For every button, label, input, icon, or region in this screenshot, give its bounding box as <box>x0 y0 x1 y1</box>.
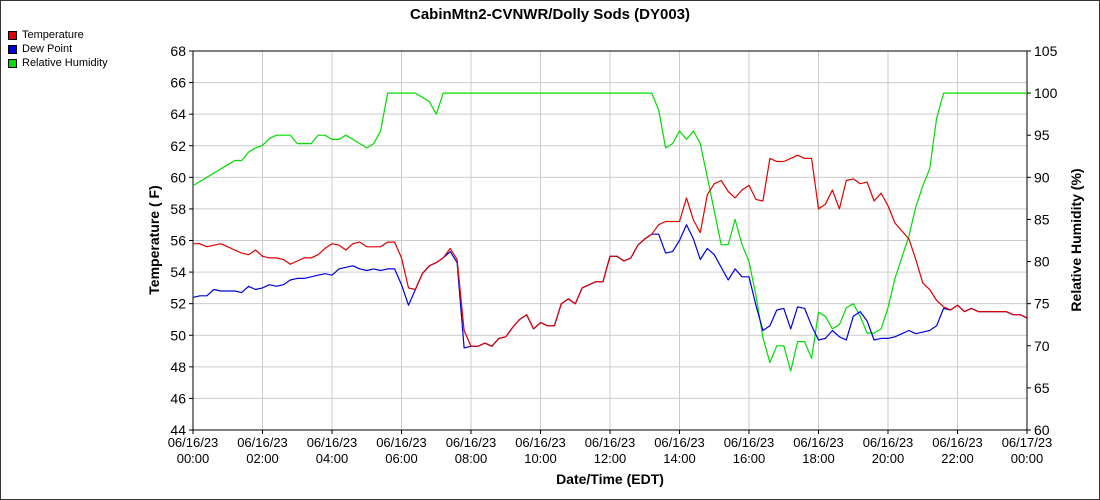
x-tick-label-time: 00:00 <box>1011 451 1044 466</box>
x-tick-label-date: 06/16/23 <box>585 435 636 450</box>
y2-tick-label: 75 <box>1034 296 1050 312</box>
y-tick-label: 66 <box>170 75 186 91</box>
x-tick-label-date: 06/16/23 <box>654 435 705 450</box>
relative-humidity-line <box>192 92 1027 372</box>
legend-label-dew-point: Dew Point <box>22 43 73 55</box>
x-tick-label-date: 06/16/23 <box>168 435 219 450</box>
legend-swatch-dew-point <box>8 44 17 54</box>
legend-swatch-relative-humidity <box>8 58 17 68</box>
y-tick-label: 64 <box>170 106 186 122</box>
y2-axis-label: Relative Humidity (%) <box>1068 168 1084 311</box>
x-tick-label-date: 06/16/23 <box>932 435 983 450</box>
chart-title: CabinMtn2-CVNWR/Dolly Sods (DY003) <box>410 6 690 23</box>
temperature-line <box>193 154 1028 347</box>
legend-swatch-temperature <box>8 30 17 40</box>
x-tick-label-time: 14:00 <box>663 451 696 466</box>
axes: 44 46 48 50 52 54 56 58 60 62 64 66 68 60 65 70 75 80 85 90… <box>168 43 1058 466</box>
x-tick-label-time: 00:00 <box>177 451 210 466</box>
y2-tick-label: 70 <box>1034 338 1050 354</box>
x-tick-label-time: 16:00 <box>733 451 766 466</box>
x-tick-label-time: 18:00 <box>802 451 835 466</box>
x-tick-label-date: 06/16/23 <box>793 435 844 450</box>
legend: Temperature Dew Point Relative Humidity <box>8 28 108 70</box>
x-tick-label-date: 06/16/23 <box>515 435 566 450</box>
x-tick-label-date: 06/17/23 <box>1002 435 1053 450</box>
y-tick-label: 62 <box>170 138 186 154</box>
grid <box>193 51 1027 430</box>
legend-item-dew-point: Dew Point <box>8 42 108 56</box>
x-tick-label-time: 02:00 <box>246 451 279 466</box>
y-tick-label: 44 <box>170 422 186 438</box>
y2-tick-label: 90 <box>1034 169 1050 185</box>
y2-tick-label: 60 <box>1034 422 1050 438</box>
x-tick-label-time: 10:00 <box>524 451 557 466</box>
y-tick-label: 56 <box>170 233 186 249</box>
y-tick-label: 50 <box>170 327 186 343</box>
x-tick-label-date: 06/16/23 <box>376 435 427 450</box>
x-tick-label-time: 12:00 <box>594 451 627 466</box>
x-tick-label-time: 20:00 <box>872 451 905 466</box>
x-tick-label-date: 06/16/23 <box>724 435 775 450</box>
y-tick-label: 48 <box>170 359 186 375</box>
x-tick-label-date: 06/16/23 <box>863 435 914 450</box>
y-tick-label: 54 <box>170 264 186 280</box>
y2-tick-label: 95 <box>1034 127 1050 143</box>
legend-item-temperature: Temperature <box>8 28 108 42</box>
x-tick-label-date: 06/16/23 <box>307 435 358 450</box>
y2-tick-label: 65 <box>1034 380 1050 396</box>
x-tick-label-date: 06/16/23 <box>446 435 497 450</box>
x-tick-label-time: 08:00 <box>455 451 488 466</box>
y2-tick-label: 80 <box>1034 254 1050 270</box>
x-axis-label: Date/Time (EDT) <box>556 471 664 487</box>
y-axis-label: Temperature ( F) <box>146 185 162 294</box>
x-tick-label-date: 06/16/23 <box>237 435 288 450</box>
y-tick-label: 60 <box>170 169 186 185</box>
x-tick-label-time: 22:00 <box>941 451 974 466</box>
y-tick-label: 46 <box>170 390 186 406</box>
series-layer <box>192 92 1028 372</box>
y2-tick-label: 100 <box>1034 85 1058 101</box>
legend-item-relative-humidity: Relative Humidity <box>8 56 108 70</box>
y-tick-label: 52 <box>170 296 186 312</box>
legend-label-temperature: Temperature <box>22 29 84 41</box>
x-tick-label-time: 04:00 <box>316 451 349 466</box>
legend-label-relative-humidity: Relative Humidity <box>22 57 108 69</box>
x-tick-label-time: 06:00 <box>385 451 418 466</box>
y-tick-label: 68 <box>170 43 186 59</box>
y2-tick-label: 105 <box>1034 43 1058 59</box>
y2-tick-label: 85 <box>1034 211 1050 227</box>
y-tick-label: 58 <box>170 201 186 217</box>
